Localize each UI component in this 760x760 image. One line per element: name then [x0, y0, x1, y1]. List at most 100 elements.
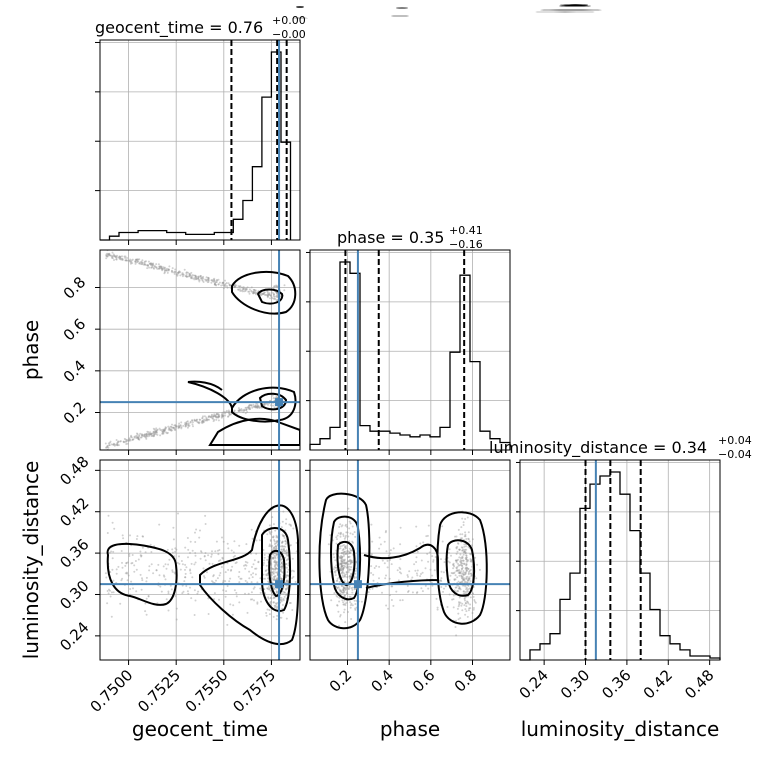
scatter-point — [131, 554, 134, 556]
scatter-point — [469, 572, 472, 575]
scatter-point — [231, 565, 234, 568]
scatter-point — [115, 439, 118, 441]
scatter-point — [124, 440, 127, 443]
scatter-point — [106, 445, 109, 448]
scatter-point — [386, 566, 389, 569]
scatter-point — [156, 428, 159, 431]
scatter-point — [378, 565, 381, 568]
scatter-point — [171, 269, 173, 272]
scatter-point — [465, 563, 468, 566]
scatter-point — [131, 438, 134, 441]
scatter-point — [193, 563, 196, 566]
scatter-point — [273, 295, 276, 298]
scatter-point — [199, 529, 201, 532]
scatter-point — [184, 275, 187, 277]
scatter-point — [120, 258, 123, 261]
scatter-point — [265, 293, 268, 296]
scatter-point — [108, 588, 110, 591]
scatter-point — [274, 298, 277, 301]
scatter-point — [216, 549, 219, 552]
scatter-point — [259, 587, 262, 590]
scatter-point — [421, 571, 424, 574]
scatter-point — [266, 574, 269, 577]
scatter-point — [118, 255, 121, 258]
scatter-point — [340, 525, 343, 528]
scatter-point — [227, 568, 230, 571]
scatter-point — [211, 280, 214, 283]
scatter-point — [115, 255, 118, 258]
scatter-point — [274, 606, 276, 609]
scatter-point — [271, 516, 274, 519]
scatter-point — [217, 415, 220, 418]
scatter-point — [133, 435, 136, 438]
scatter-point — [336, 579, 339, 582]
scatter-point — [141, 434, 144, 437]
scatter-point — [351, 586, 354, 589]
scatter-point — [383, 562, 386, 565]
scatter-point — [339, 545, 342, 548]
scatter-point — [276, 285, 279, 288]
scatter-point — [113, 443, 116, 446]
scatter-point — [275, 284, 278, 287]
scatter-point — [153, 267, 155, 270]
scatter-point — [119, 440, 122, 443]
scatter-point — [141, 546, 144, 549]
scatter-point — [463, 545, 466, 548]
scatter-point — [167, 590, 170, 593]
scatter-point — [252, 292, 255, 295]
scatter-point — [345, 573, 348, 576]
scatter-point — [190, 597, 193, 600]
scatter-point — [215, 415, 218, 418]
scatter-point — [347, 535, 350, 538]
scatter-point — [474, 556, 477, 559]
scatter-point — [201, 276, 204, 279]
scatter-point — [224, 414, 227, 417]
scatter-point — [213, 592, 216, 595]
scatter-point — [141, 261, 144, 264]
scatter-point — [211, 413, 213, 416]
scatter-point — [200, 275, 202, 278]
scatter-point — [201, 422, 204, 425]
scatter-point — [131, 258, 134, 261]
scatter-point — [460, 546, 463, 549]
scatter-point — [266, 292, 269, 295]
scatter-point — [272, 572, 275, 575]
scatter-point — [272, 295, 275, 298]
scatter-point — [464, 602, 467, 604]
scatter-point — [206, 419, 208, 422]
scatter-point — [269, 294, 272, 297]
scatter-point — [476, 563, 479, 566]
scatter-point — [452, 606, 455, 609]
scatter-point — [158, 267, 160, 270]
scatter-point — [343, 594, 346, 597]
scatter-point — [188, 424, 191, 427]
scatter-point — [119, 257, 122, 260]
scatter-point — [351, 591, 354, 594]
scatter-point — [201, 279, 204, 282]
scatter-point — [123, 255, 126, 258]
scatter-point — [135, 434, 138, 437]
scatter-point — [218, 574, 221, 577]
scatter-point — [136, 260, 139, 263]
scatter-point — [126, 579, 129, 582]
scatter-point — [473, 600, 476, 603]
scatter-point — [146, 435, 149, 438]
scatter-point — [217, 419, 220, 422]
scatter-point — [162, 429, 165, 432]
scatter-point — [246, 286, 249, 289]
scatter-point — [215, 279, 218, 282]
scatter-point — [464, 573, 467, 576]
scatter-point — [342, 535, 345, 537]
scatter-point — [235, 595, 238, 598]
scatter-point — [175, 548, 178, 551]
scatter-point — [465, 610, 468, 613]
scatter-point — [472, 607, 475, 609]
scatter-point — [272, 293, 275, 296]
scatter-point — [161, 269, 164, 272]
scatter-point — [145, 434, 148, 437]
scatter-point — [184, 424, 187, 426]
scatter-point — [143, 434, 146, 437]
scatter-point — [455, 559, 458, 562]
scatter-point — [144, 435, 146, 438]
scatter-point — [215, 281, 218, 283]
